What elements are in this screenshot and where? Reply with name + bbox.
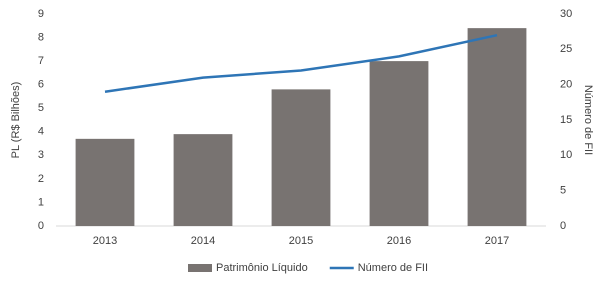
bar	[75, 138, 135, 226]
bar	[271, 89, 331, 226]
y-tick-label: 5	[38, 102, 44, 114]
y-tick-label: 2	[38, 173, 44, 185]
line	[104, 33, 498, 93]
y2-tick-label: 10	[560, 149, 572, 161]
legend-label: Número de FII	[358, 262, 428, 274]
legend-label: Patrimônio Líquido	[216, 262, 308, 274]
y-tick-label: 6	[38, 79, 44, 91]
x-tick-label: 2014	[191, 235, 215, 247]
y2-tick-label: 20	[560, 79, 572, 91]
y2-tick-label: 25	[560, 43, 572, 55]
x-tick-label: 2015	[289, 235, 313, 247]
x-tick-label: 2017	[485, 235, 509, 247]
y-tick-label: 1	[38, 196, 44, 208]
x-tick-label: 2016	[387, 235, 411, 247]
y2-tick-label: 15	[560, 114, 572, 126]
y-tick-label: 7	[38, 55, 44, 67]
y2-axis-label: Número de FII	[582, 85, 594, 155]
y-tick-label: 9	[38, 8, 44, 20]
legend-swatch	[188, 264, 212, 272]
bar	[173, 134, 233, 226]
y-tick-label: 8	[38, 31, 44, 43]
y2-tick-label: 5	[560, 185, 566, 197]
bar	[467, 28, 527, 227]
y-tick-label: 0	[38, 220, 44, 232]
y-tick-label: 4	[38, 126, 44, 138]
y2-tick-label: 0	[560, 220, 566, 232]
y-tick-label: 3	[38, 149, 44, 161]
y2-tick-label: 30	[560, 8, 572, 20]
x-tick-label: 2013	[93, 235, 117, 247]
bar	[369, 61, 429, 226]
y-axis-label: PL (R$ Bilhões)	[10, 82, 22, 159]
